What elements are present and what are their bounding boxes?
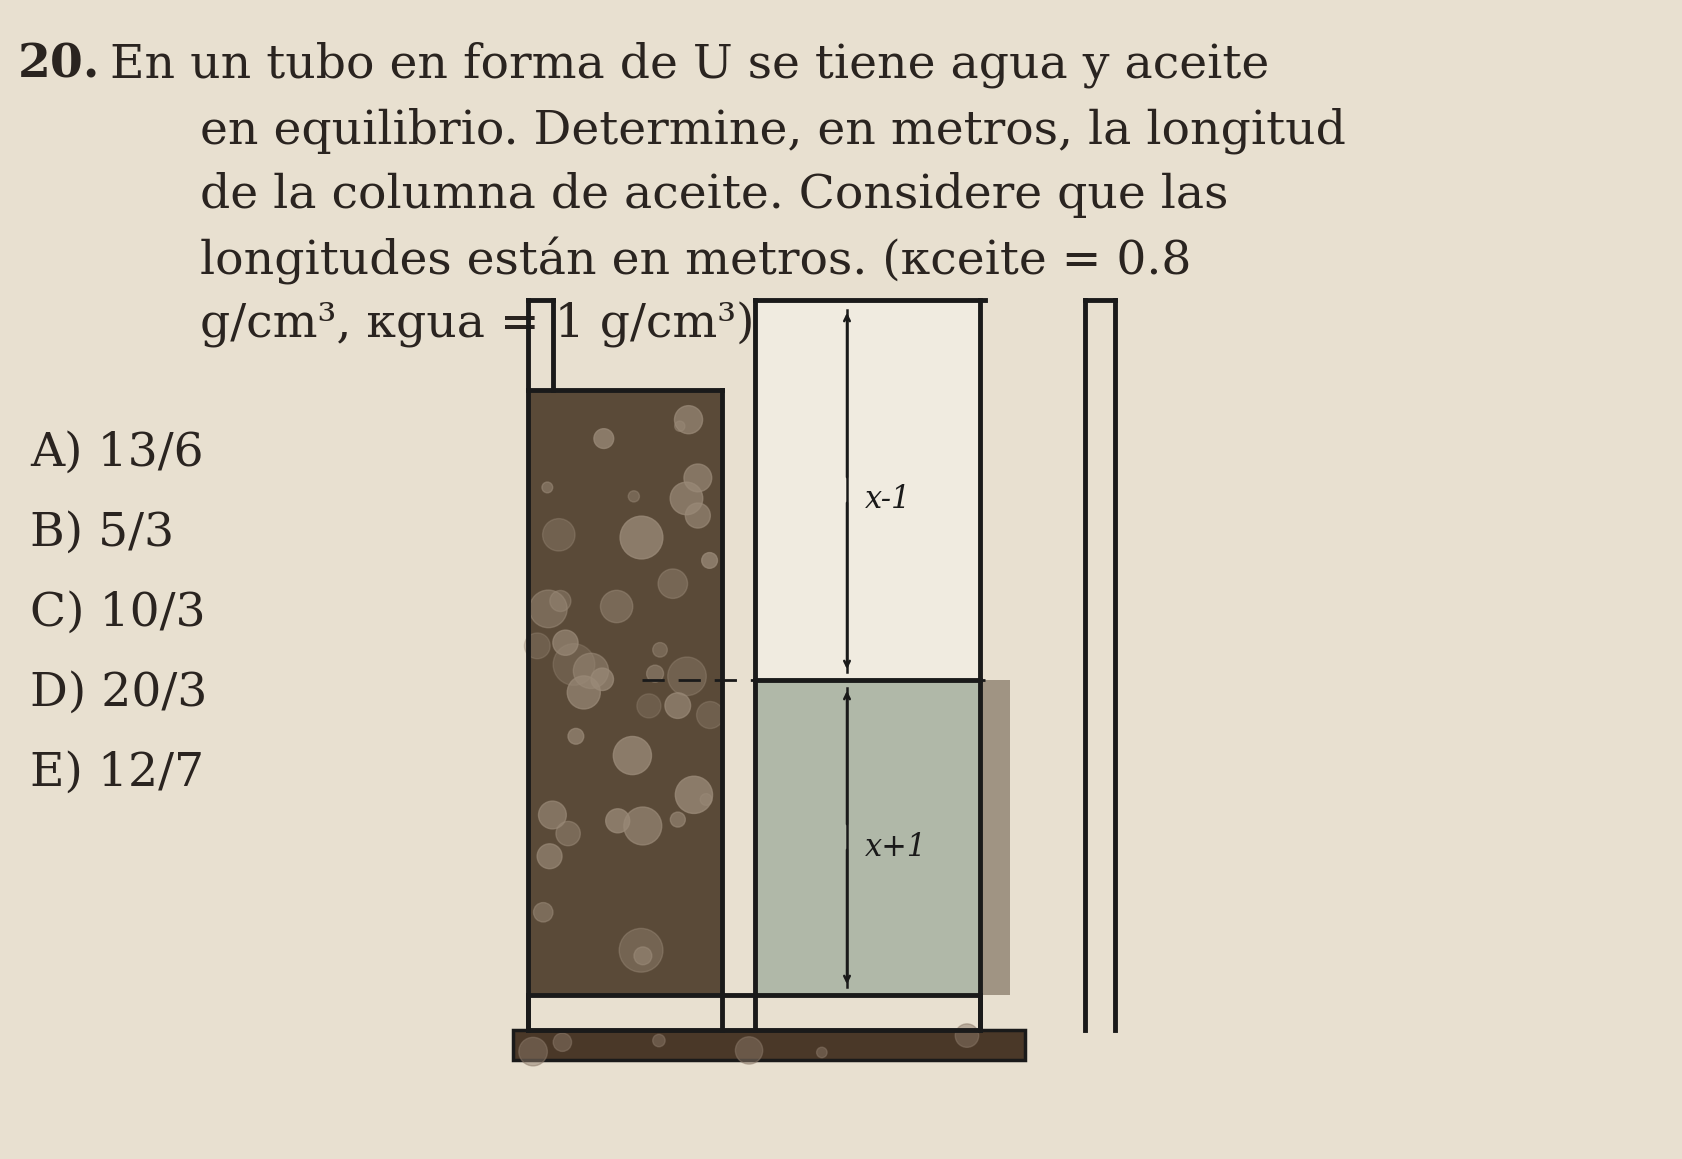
Circle shape [542,482,552,493]
Text: B) 5/3: B) 5/3 [30,510,173,555]
Bar [755,300,979,680]
Text: en equilibrio. Determine, en metros, la longitud: en equilibrio. Determine, en metros, la … [200,107,1346,153]
Circle shape [530,590,567,628]
Circle shape [646,665,663,683]
Text: x+1: x+1 [865,831,927,862]
Circle shape [683,464,711,491]
Circle shape [685,503,710,529]
Circle shape [550,590,570,612]
Circle shape [567,676,600,709]
Circle shape [674,406,701,433]
Text: A) 13/6: A) 13/6 [30,430,204,475]
Circle shape [674,421,685,431]
Circle shape [701,553,717,568]
Circle shape [674,777,711,814]
Text: g/cm³, κgua = 1 g/cm³): g/cm³, κgua = 1 g/cm³) [200,302,754,348]
Bar [979,680,1009,994]
Circle shape [700,794,711,806]
Circle shape [555,822,580,846]
Circle shape [669,482,703,515]
Circle shape [518,1037,547,1066]
Bar [755,680,979,994]
Circle shape [552,630,577,655]
Circle shape [696,701,723,729]
Circle shape [816,1048,826,1058]
Bar [513,1030,1024,1060]
Circle shape [634,947,651,964]
Bar [528,389,722,994]
Text: D) 20/3: D) 20/3 [30,670,207,715]
Circle shape [594,429,614,449]
Circle shape [537,844,562,869]
Text: longitudes están en metros. (κceite = 0.8: longitudes están en metros. (κceite = 0.… [200,236,1191,285]
Circle shape [533,903,553,921]
Text: E) 12/7: E) 12/7 [30,750,204,795]
Text: C) 10/3: C) 10/3 [30,590,205,635]
Circle shape [525,633,550,658]
Circle shape [567,728,584,744]
Text: de la columna de aceite. Considere que las: de la columna de aceite. Considere que l… [200,172,1228,218]
Circle shape [574,654,609,688]
Circle shape [664,693,690,719]
Circle shape [955,1023,979,1048]
Circle shape [636,694,661,717]
Circle shape [538,801,567,829]
Circle shape [735,1037,762,1064]
Circle shape [653,642,666,657]
Circle shape [669,812,685,828]
Text: 20.: 20. [19,42,101,88]
Circle shape [653,1034,664,1047]
Circle shape [619,516,663,559]
Circle shape [627,490,639,502]
Circle shape [624,807,661,845]
Circle shape [542,518,575,551]
Circle shape [668,657,706,695]
Text: En un tubo en forma de U se tiene agua y aceite: En un tubo en forma de U se tiene agua y… [109,42,1268,88]
Circle shape [612,736,651,774]
Circle shape [606,809,629,833]
Circle shape [553,1033,572,1051]
Text: x-1: x-1 [865,484,912,516]
Circle shape [553,643,594,685]
Circle shape [590,668,614,691]
Circle shape [619,928,663,972]
Circle shape [600,590,632,622]
Circle shape [658,569,688,598]
